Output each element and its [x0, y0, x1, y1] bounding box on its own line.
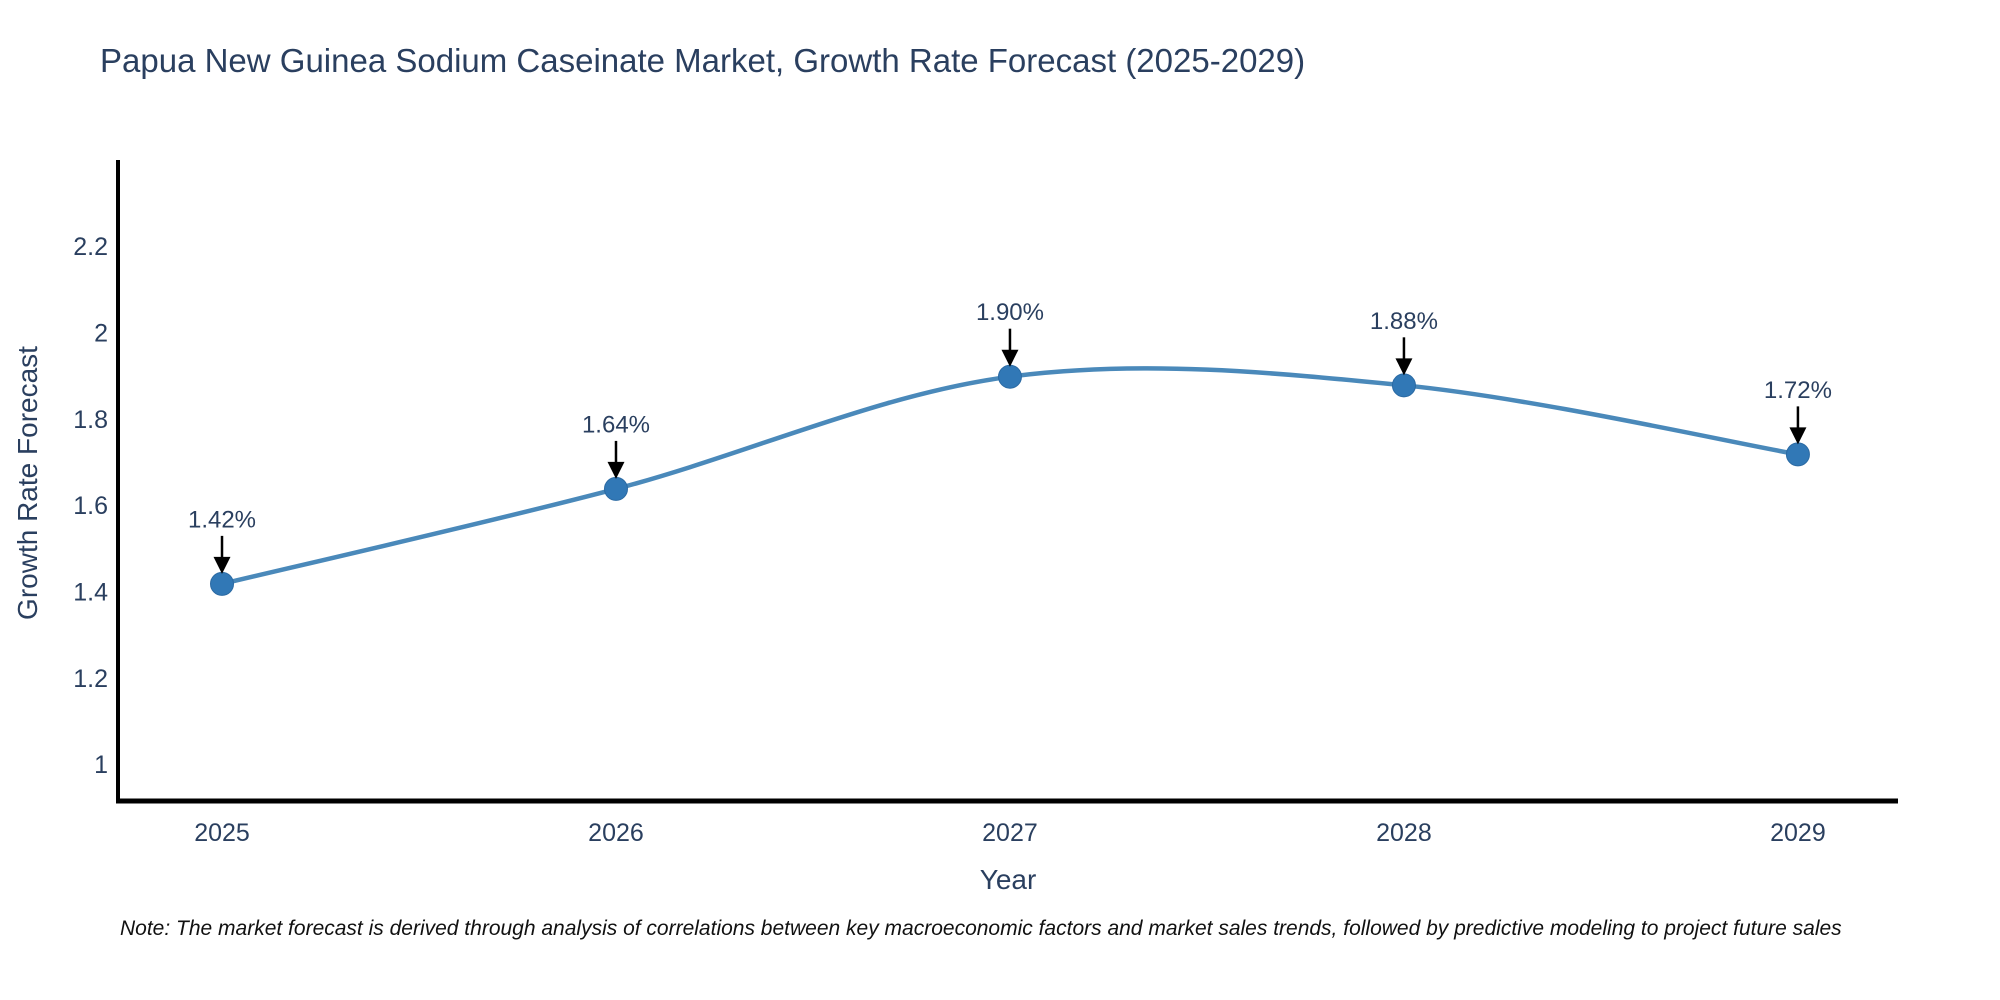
y-tick-label: 1.4 [73, 579, 108, 607]
annotation-arrowhead [213, 556, 231, 574]
data-point-marker [603, 476, 628, 501]
x-axis-title: Year [979, 864, 1037, 895]
data-point-marker [210, 571, 235, 596]
x-tick-label: 2027 [982, 819, 1038, 847]
annotation-arrowhead [607, 461, 625, 479]
x-tick-label: 2025 [194, 819, 250, 847]
data-point-label: 1.88% [1370, 308, 1438, 335]
trend-line [219, 366, 1801, 587]
data-point-label: 1.64% [582, 411, 650, 438]
y-tick-label: 1 [94, 751, 108, 779]
x-tick-label: 2028 [1376, 819, 1432, 847]
data-point-label: 1.42% [188, 506, 256, 533]
chart-title: Papua New Guinea Sodium Caseinate Market… [100, 42, 1306, 79]
data-point-marker [997, 364, 1022, 389]
annotation-arrowhead [1001, 349, 1019, 367]
data-point-label: 1.90% [976, 299, 1044, 326]
footnote: Note: The market forecast is derived thr… [120, 917, 1842, 940]
data-point-label: 1.72% [1764, 377, 1832, 404]
y-tick-label: 2 [94, 320, 108, 348]
y-tick-label: 1.6 [73, 492, 108, 520]
y-tick-label: 2.2 [73, 233, 108, 261]
data-point-marker [1391, 373, 1416, 398]
x-tick-label: 2026 [588, 819, 644, 847]
annotation-arrowhead [1395, 358, 1413, 376]
y-tick-label: 1.2 [73, 665, 108, 693]
x-tick-label: 2029 [1770, 819, 1826, 847]
y-tick-label: 1.8 [73, 406, 108, 434]
annotation-arrowhead [1789, 427, 1807, 445]
data-point-marker [1785, 442, 1810, 467]
